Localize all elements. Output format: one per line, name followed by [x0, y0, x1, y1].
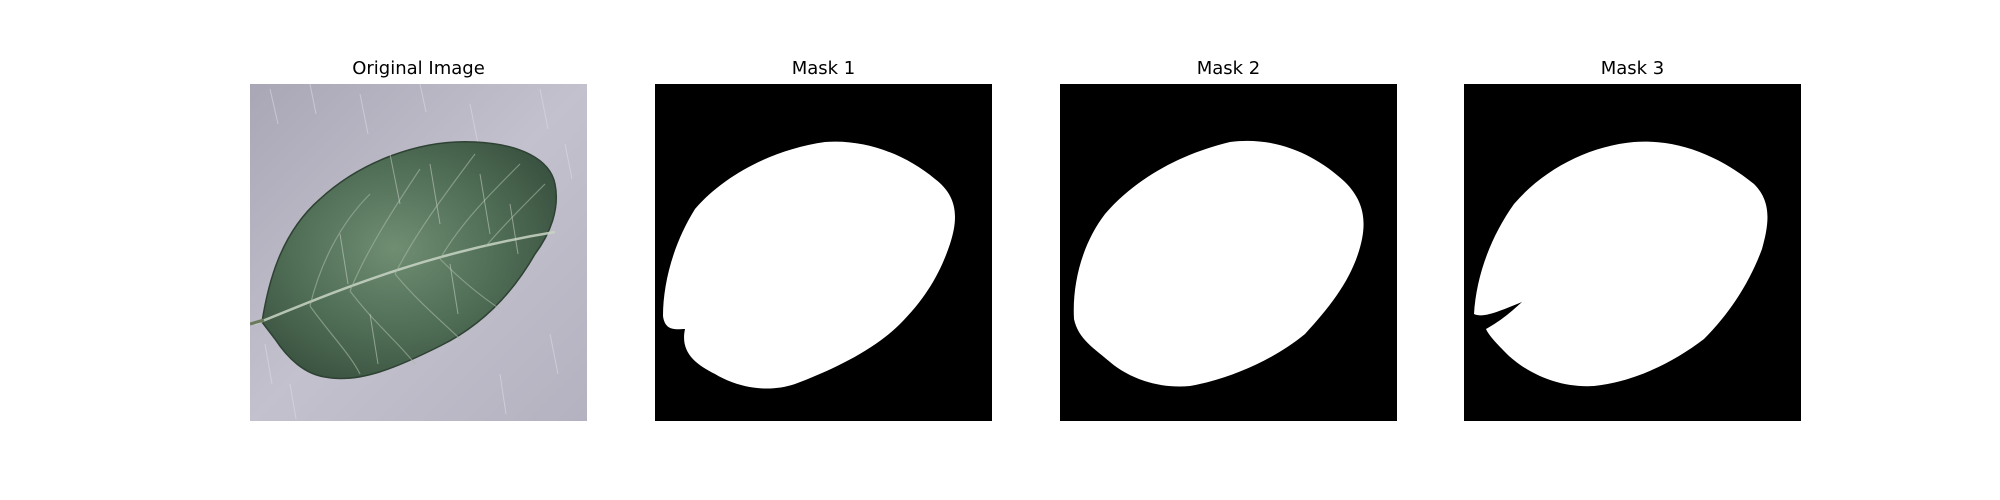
- mask-1-svg: [655, 84, 992, 421]
- leaf-shape: [261, 141, 557, 380]
- mask-3-image: [1464, 84, 1801, 421]
- panel-title-mask-1: Mask 1: [791, 58, 856, 79]
- mask-1-image: [655, 84, 992, 421]
- mask-2-svg: [1060, 84, 1397, 421]
- mask-3-region: [1474, 141, 1768, 387]
- mask-1-region: [663, 141, 955, 389]
- panel-original-image: [250, 84, 587, 421]
- panel-mask-2: [1060, 84, 1397, 421]
- panel-title-mask-3: Mask 3: [1600, 58, 1665, 79]
- mask-2-region: [1073, 140, 1364, 387]
- panel-mask-1: [655, 84, 992, 421]
- original-leaf-photo: [250, 84, 587, 421]
- panel-mask-3: [1464, 84, 1801, 421]
- panel-title-original-image: Original Image: [352, 58, 485, 79]
- leaf-photo-svg: [250, 84, 587, 421]
- panel-title-mask-2: Mask 2: [1196, 58, 1261, 79]
- mask-3-svg: [1464, 84, 1801, 421]
- mask-2-image: [1060, 84, 1397, 421]
